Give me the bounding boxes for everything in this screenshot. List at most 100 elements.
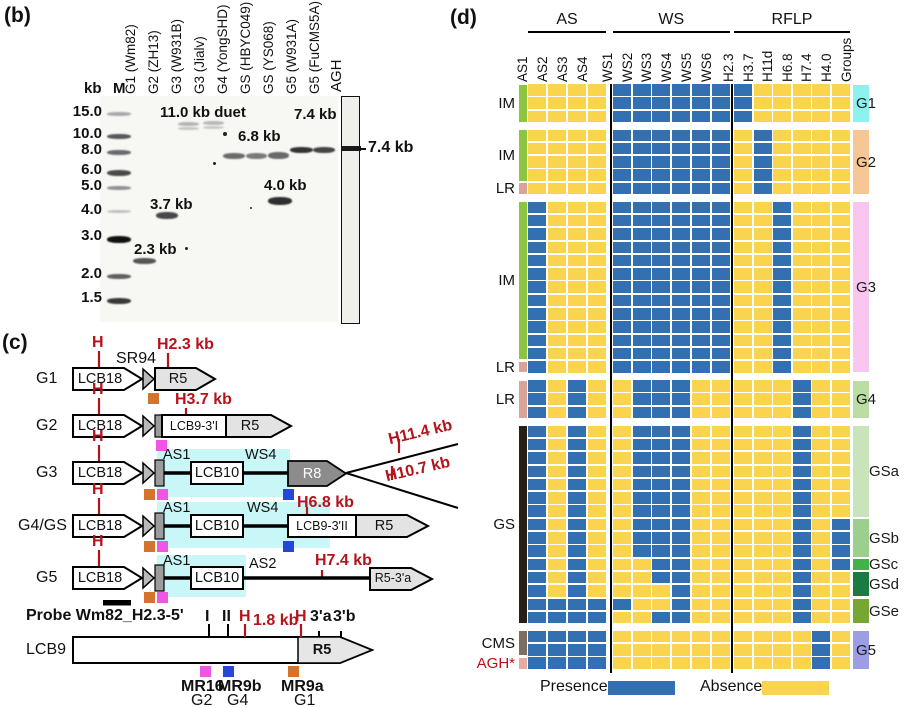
heatmap-cell [753,156,772,168]
heatmap-cell [548,532,566,544]
heatmap-cell [613,169,631,181]
heatmap-cell [652,110,671,123]
site-ii-label: II [222,608,231,625]
heatmap-cell [773,558,792,571]
heatmap-cell [812,585,831,597]
heatmap-cell [773,611,792,624]
column-label-h7.4: H7.4 [799,53,815,82]
heatmap-cell [734,505,752,517]
heatmap-cell [588,84,606,96]
heatmap-cell [734,294,752,307]
heatmap-cell [711,142,730,155]
heatmap-cell [711,228,730,240]
heatmap-cell [832,532,850,544]
marker-mr9a-label: MR9a [281,678,324,695]
marker-square-orange-g1 [148,393,159,404]
heatmap-cell [568,142,586,155]
heatmap-cell [734,393,752,405]
heatmap-cell [528,228,546,240]
heatmap-cell [652,518,671,531]
heatmap-cell [792,558,811,571]
heatmap-cell [691,228,710,240]
legend-presence-label: Presence [540,678,608,695]
heatmap-cell [568,201,586,214]
heatmap-cell [711,478,730,491]
heatmap-cell [548,558,566,571]
heatmap-cell [734,110,752,123]
column-group-header-ws: WS [658,11,685,28]
heatmap-cell [652,182,671,195]
heatmap-cell [734,630,752,643]
heatmap-cell [812,425,831,438]
lcb10-label-g3: LCB10 [194,465,240,481]
heatmap-cell [753,308,772,320]
heatmap-cell [613,201,631,214]
heatmap-cell [548,452,566,464]
heatmap-cell [632,201,651,214]
heatmap-cell [548,214,566,227]
triangle-g2 [142,414,156,438]
heatmap-cell [691,532,710,544]
heatmap-cell [652,347,671,360]
heatmap-cell [734,169,752,181]
sr94-triangle-g1 [142,367,156,391]
heatmap-cell [568,308,586,320]
gel-kb-header: kb [84,80,102,97]
gel-speck [250,207,252,209]
ladder-band [107,170,131,176]
lcb18-arrow-g5 [72,566,144,590]
heatmap-cell [652,571,671,584]
gel-image [100,96,338,322]
heatmap-cell [568,129,586,142]
heatmap-cell [832,294,850,307]
heatmap-cell [773,201,792,214]
r5-arrow-g4 [355,514,431,538]
heatmap-cell [832,505,850,517]
heatmap-cell [652,97,671,109]
phenotype-bar-im [519,84,527,122]
heatmap-cell [613,657,631,669]
heatmap-cell [568,452,586,464]
heatmap-cell [588,406,606,419]
heatmap-cell [528,97,546,109]
r5-label-g2: R5 [240,418,260,434]
column-label-as4: AS4 [575,56,590,82]
group-label-g3: G3 [856,279,877,297]
heatmap-cell [773,598,792,611]
heatmap-cell [588,644,606,656]
heatmap-cell [711,308,730,320]
heatmap-cell [568,110,586,123]
heatmap-cell [711,380,730,392]
triangle-g3 [142,461,156,485]
heatmap-cell [672,294,691,307]
heatmap-cell [753,97,772,109]
group-label-g1: G1 [856,94,877,112]
column-label-ws1: WS1 [600,52,615,82]
heatmap-cell [832,585,850,597]
heatmap-cell [753,571,772,584]
heatmap-cell [792,97,811,109]
heatmap-cell [652,545,671,557]
heatmap-cell [773,585,792,597]
heatmap-cell [691,110,710,123]
panel-c-label: (c) [2,331,28,354]
heatmap-cell [672,532,691,544]
band-annotation-4.0kb: 4.0 kb [264,177,307,194]
gel-band [268,197,292,205]
heatmap-cell [691,268,710,280]
heatmap-cell [832,630,850,643]
heatmap-cell [672,254,691,267]
heatmap-cell [812,241,831,254]
heatmap-cell [672,425,691,438]
heatmap-cell [753,492,772,504]
heatmap-cell [792,294,811,307]
heatmap-cell [691,308,710,320]
heatmap-cell [588,156,606,168]
heatmap-cell [792,169,811,181]
heatmap-cell [588,425,606,438]
heatmap-cell [548,110,566,123]
heatmap-cell [548,156,566,168]
heatmap-cell [792,406,811,419]
ladder-band [107,150,131,155]
